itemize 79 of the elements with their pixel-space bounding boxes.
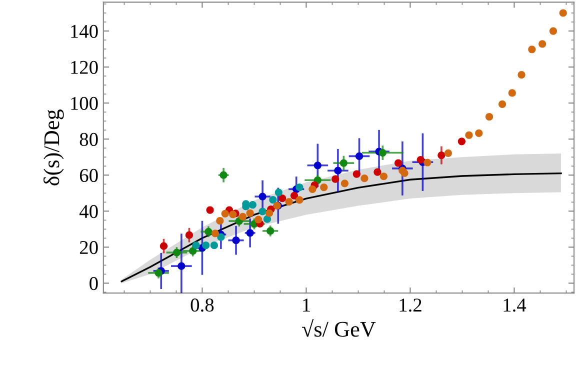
point <box>465 131 473 139</box>
point <box>172 248 181 256</box>
point <box>206 206 214 214</box>
point <box>266 227 274 235</box>
point <box>269 196 277 204</box>
point <box>232 236 240 244</box>
point <box>258 192 266 200</box>
point <box>360 174 368 182</box>
point <box>274 188 282 196</box>
point <box>211 230 220 238</box>
point <box>266 209 274 217</box>
point <box>246 209 254 217</box>
point <box>485 112 494 121</box>
point <box>518 70 526 79</box>
point <box>189 247 197 255</box>
point <box>296 196 304 204</box>
point <box>210 242 218 250</box>
point <box>352 170 360 178</box>
point <box>290 192 298 200</box>
y-tick-label: 140 <box>71 24 98 38</box>
point <box>204 228 212 236</box>
point <box>374 168 382 176</box>
y-tick-label: 20 <box>80 240 98 254</box>
point <box>340 180 349 188</box>
point <box>248 201 256 209</box>
point <box>202 242 210 250</box>
x-axis-title: √s/ GeV <box>302 318 376 337</box>
point <box>380 172 388 180</box>
point <box>438 151 446 160</box>
point <box>308 185 316 193</box>
point <box>400 169 408 177</box>
x-tick-label: 0.8 <box>190 298 214 312</box>
point <box>320 184 328 192</box>
y-tick-label: 60 <box>80 168 98 182</box>
point <box>185 231 194 239</box>
point <box>160 242 168 250</box>
point <box>216 217 224 225</box>
y-tick-label: 40 <box>79 204 98 218</box>
point <box>528 46 536 54</box>
y-tick-label: 120 <box>71 60 98 74</box>
point <box>192 242 200 250</box>
x-tick-label: 1.4 <box>504 298 526 312</box>
point <box>394 159 402 167</box>
point <box>229 210 237 218</box>
x-tick-label: 1.2 <box>400 298 422 312</box>
point <box>238 212 247 221</box>
point <box>258 208 266 216</box>
point <box>220 171 228 179</box>
point <box>559 9 567 17</box>
y-axis-title: δ(s)/Deg <box>44 110 64 186</box>
point <box>296 184 304 192</box>
point <box>221 210 229 218</box>
point <box>378 148 386 157</box>
point <box>254 216 262 224</box>
y-tick-label: 100 <box>71 96 98 110</box>
point <box>263 215 272 223</box>
point <box>444 149 452 157</box>
point <box>278 194 286 202</box>
point <box>508 89 516 97</box>
point <box>217 233 225 241</box>
point <box>538 40 546 48</box>
point <box>340 159 348 167</box>
point <box>458 138 466 146</box>
line-series <box>120 172 562 282</box>
point <box>475 129 483 137</box>
point <box>355 152 364 160</box>
point <box>285 198 293 206</box>
point <box>154 269 162 277</box>
point <box>334 166 342 174</box>
y-tick-label: 0 <box>90 277 98 290</box>
x-tick-label: 1 <box>303 298 310 312</box>
point <box>314 162 322 170</box>
y-tick-label: 80 <box>80 132 98 146</box>
point <box>549 27 558 35</box>
point <box>246 229 254 237</box>
point <box>332 175 340 183</box>
point <box>424 158 432 166</box>
point <box>498 100 506 108</box>
point <box>178 262 186 270</box>
